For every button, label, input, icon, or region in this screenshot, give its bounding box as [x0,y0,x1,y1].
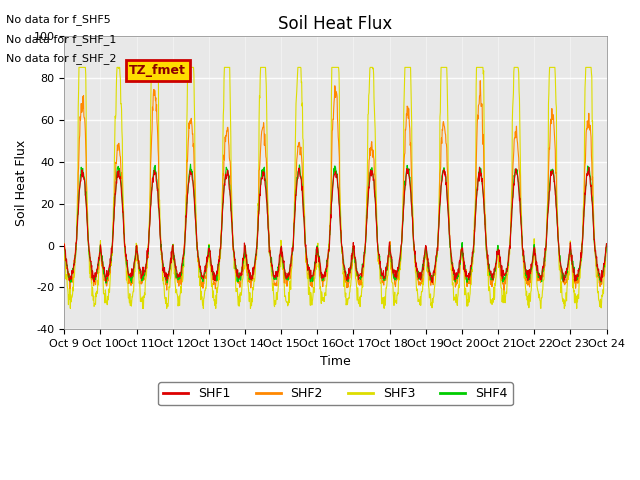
Legend: SHF1, SHF2, SHF3, SHF4: SHF1, SHF2, SHF3, SHF4 [158,382,513,405]
Text: TZ_fmet: TZ_fmet [129,64,186,77]
Title: Soil Heat Flux: Soil Heat Flux [278,15,392,33]
Bar [64,162,607,246]
Y-axis label: Soil Heat Flux: Soil Heat Flux [15,140,28,226]
Text: No data for f_SHF_1: No data for f_SHF_1 [6,34,116,45]
Text: No data for f_SHF5: No data for f_SHF5 [6,14,111,25]
Text: No data for f_SHF_2: No data for f_SHF_2 [6,53,117,64]
X-axis label: Time: Time [320,355,351,368]
